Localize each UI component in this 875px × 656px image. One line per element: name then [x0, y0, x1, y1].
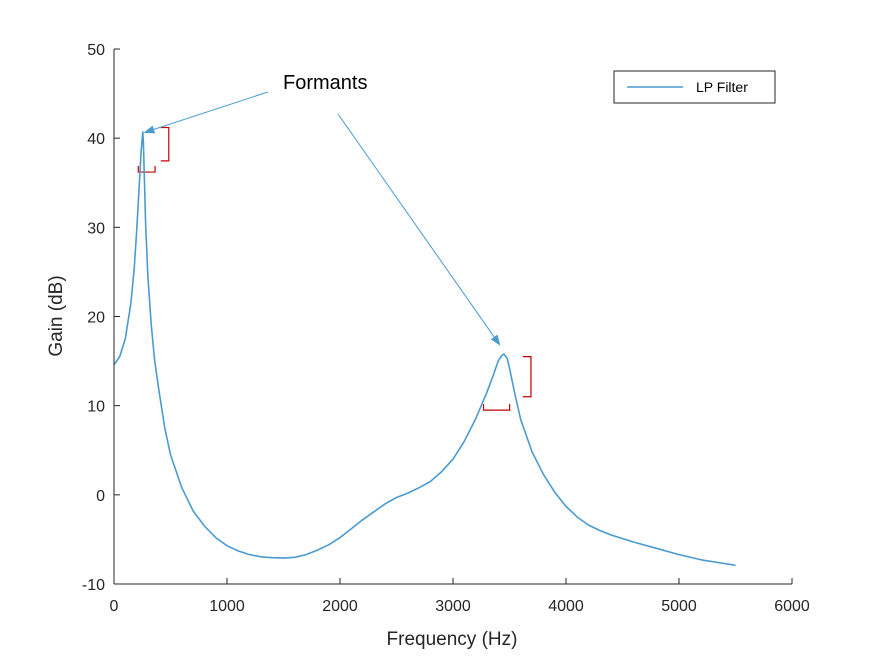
x-tick-label: 3000: [435, 598, 471, 615]
legend-label: LP Filter: [696, 79, 748, 95]
bracket-right: [522, 356, 532, 398]
y-tick-label: 20: [87, 310, 105, 327]
x-tick-label: 4000: [548, 598, 584, 615]
y-tick-label: 40: [87, 131, 105, 148]
lp-filter-line: [113, 131, 736, 567]
y-tick-label: 0: [96, 488, 105, 505]
y-axis-label: Gain (dB): [46, 275, 67, 356]
x-ticks: 0 1000 2000 3000 4000 5000 6000: [110, 578, 810, 615]
y-tick-label: 50: [87, 42, 105, 59]
x-tick-label: 1000: [209, 598, 245, 615]
bracket-right: [160, 126, 170, 162]
bracket-bottom: [137, 166, 156, 173]
annotation-arrow: [337, 113, 495, 338]
formants-annotation: Formants: [283, 72, 367, 94]
bracket-bottom: [482, 404, 511, 411]
annotation-arrowhead: [490, 334, 501, 346]
x-tick-label: 6000: [774, 598, 810, 615]
x-axis-label: Frequency (Hz): [387, 629, 518, 650]
annotation-arrow: [153, 91, 269, 130]
y-tick-label: 30: [87, 220, 105, 237]
y-ticks: -10 0 10 20 30 40 50: [82, 42, 120, 594]
x-tick-label: 0: [110, 598, 119, 615]
axes: 0 1000 2000 3000 4000 5000 6000 -10 0 10 20 30 40 50: [82, 42, 810, 615]
x-tick-label: 2000: [322, 598, 358, 615]
annotation-arrowhead: [143, 125, 156, 134]
legend: LP Filter: [613, 70, 776, 104]
y-tick-label: -10: [82, 577, 105, 594]
annotation-group: Formants: [143, 72, 501, 346]
bracket-group: [137, 126, 532, 411]
x-tick-label: 5000: [661, 598, 697, 615]
y-tick-label: 10: [87, 399, 105, 416]
annotation-arrows: [143, 91, 501, 346]
